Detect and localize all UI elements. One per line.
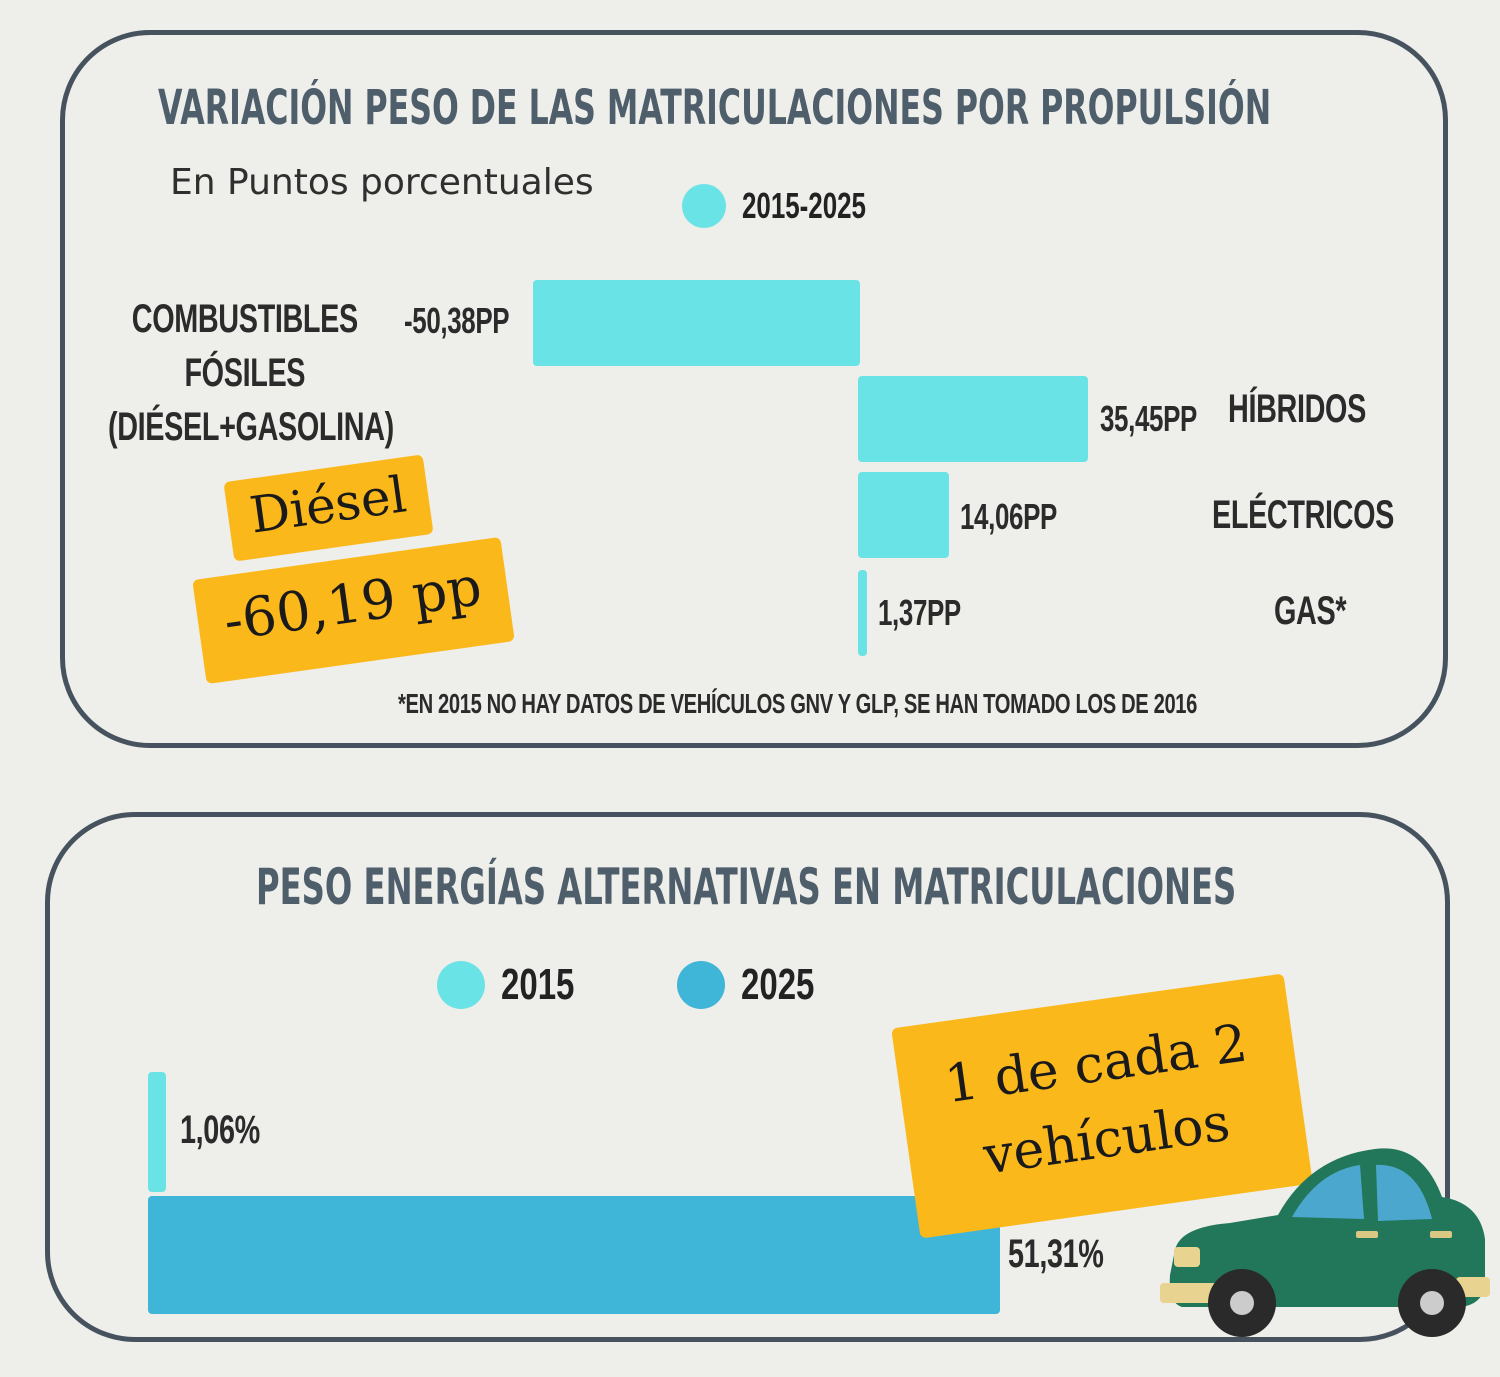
bar-electric [858,472,950,558]
legend-dot [437,961,485,1009]
bar-fossil-fuels [532,280,860,366]
bar-2015 [148,1072,166,1192]
value-label-gas: 1,37PP [878,592,961,633]
category-label-hybrids: HÍBRIDOS [1228,387,1366,431]
legend-item-2015-2025: 2015-2025 [682,184,914,228]
category-label-line: (DIÉSEL+GASOLINA) [108,405,394,449]
value-label-hybrids: 35,45PP [1100,398,1197,439]
value-label-fossil-fuels: -50,38PP [404,300,510,341]
car-illustration [1160,1148,1490,1337]
category-label-gas: GAS* [1274,589,1347,633]
legend-label: 2015 [501,960,575,1009]
legend-label: 2025 [741,960,815,1009]
propulsion-chart-title: VARIACIÓN PESO DE LAS MATRICULACIONES PO… [158,80,1272,136]
value-label-2025: 51,31% [1008,1232,1104,1276]
legend-label: 2015-2025 [742,185,866,226]
value-label-electric: 14,06PP [960,496,1057,537]
legend-item-2015: 2015 [437,960,599,1010]
chart-subtitle: En Puntos porcentuales [170,162,594,203]
chart-footnote: *EN 2015 NO HAY DATOS DE VEHÍCULOS GNV Y… [398,688,1198,719]
category-label-line: FÓSILES [184,351,306,395]
legend-dot [682,184,726,228]
alternative-energy-panel [45,812,1450,1342]
bar-gas [858,570,867,656]
bar-2025 [148,1196,1000,1314]
legend-item-2025: 2025 [677,960,839,1010]
value-label-2015: 1,06% [180,1108,260,1152]
category-label-fossil-fuels: COMBUSTIBLES FÓSILES (DIÉSEL+GASOLINA) [108,292,394,454]
alternative-energy-chart-title: PESO ENERGÍAS ALTERNATIVAS EN MATRICULAC… [256,858,1237,916]
category-label-line: COMBUSTIBLES [131,297,358,341]
category-label-electric: ELÉCTRICOS [1212,493,1395,537]
propulsion-variation-panel [60,30,1448,748]
legend-dot [677,961,725,1009]
bar-hybrids [858,376,1089,462]
